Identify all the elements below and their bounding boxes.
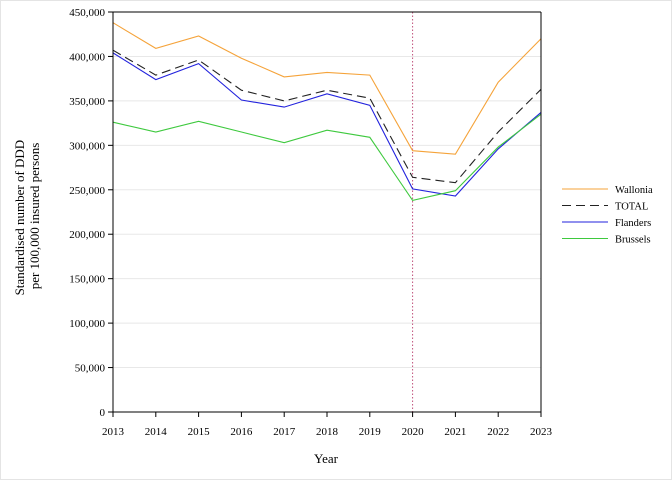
- x-tick-label: 2021: [444, 426, 466, 438]
- series-lines: [112, 22, 542, 202]
- x-tick-label: 2017: [273, 426, 296, 438]
- y-tick-label: 150,000: [69, 274, 105, 286]
- x-axis-ticks: 2013 2014 2015 2016 2017 2018 2019 2020 2021 2022…: [102, 412, 553, 438]
- x-tick-label: 2019: [359, 426, 382, 438]
- y-axis-title-line-1: Standardised number of DDD: [12, 140, 27, 296]
- x-tick-label: 2023: [530, 426, 553, 438]
- gridlines: [113, 11, 541, 369]
- x-tick-label: 2014: [145, 426, 168, 438]
- y-tick-label: 400,000: [69, 51, 105, 63]
- y-tick-label: 300,000: [69, 140, 105, 152]
- y-tick-label: 450,000: [69, 7, 105, 19]
- x-tick-label: 2020: [402, 426, 425, 438]
- series-line-wallonia: [112, 22, 542, 155]
- y-axis-ticks: 0 50,000 100,000 150,000 200,000 250,000 300,0…: [69, 7, 113, 419]
- series-line-brussels: [112, 113, 542, 202]
- legend-label-flanders: Flanders: [615, 218, 651, 229]
- x-tick-label: 2013: [102, 426, 125, 438]
- y-axis-title: Standardised number of DDD per 100,000 i…: [12, 137, 42, 296]
- legend-label-total: TOTAL: [615, 202, 648, 213]
- x-tick-label: 2016: [230, 426, 253, 438]
- y-tick-label: 0: [100, 407, 106, 419]
- legend-label-brussels: Brussels: [615, 235, 651, 246]
- x-axis-title: Year: [314, 451, 339, 466]
- y-tick-label: 250,000: [69, 185, 105, 197]
- y-axis-title-line-2: per 100,000 insured persons: [27, 143, 42, 290]
- y-tick-label: 50,000: [75, 363, 106, 375]
- x-tick-label: 2018: [316, 426, 339, 438]
- series-line-flanders: [112, 52, 542, 197]
- y-tick-label: 200,000: [69, 229, 105, 241]
- series-line-total: [112, 49, 542, 184]
- y-tick-label: 100,000: [69, 318, 105, 330]
- x-tick-label: 2022: [487, 426, 509, 438]
- x-tick-label: 2015: [188, 426, 211, 438]
- legend-label-wallonia: Wallonia: [615, 185, 653, 196]
- legend: Wallonia TOTAL Flanders Brussels: [562, 185, 653, 246]
- y-tick-label: 350,000: [69, 96, 105, 108]
